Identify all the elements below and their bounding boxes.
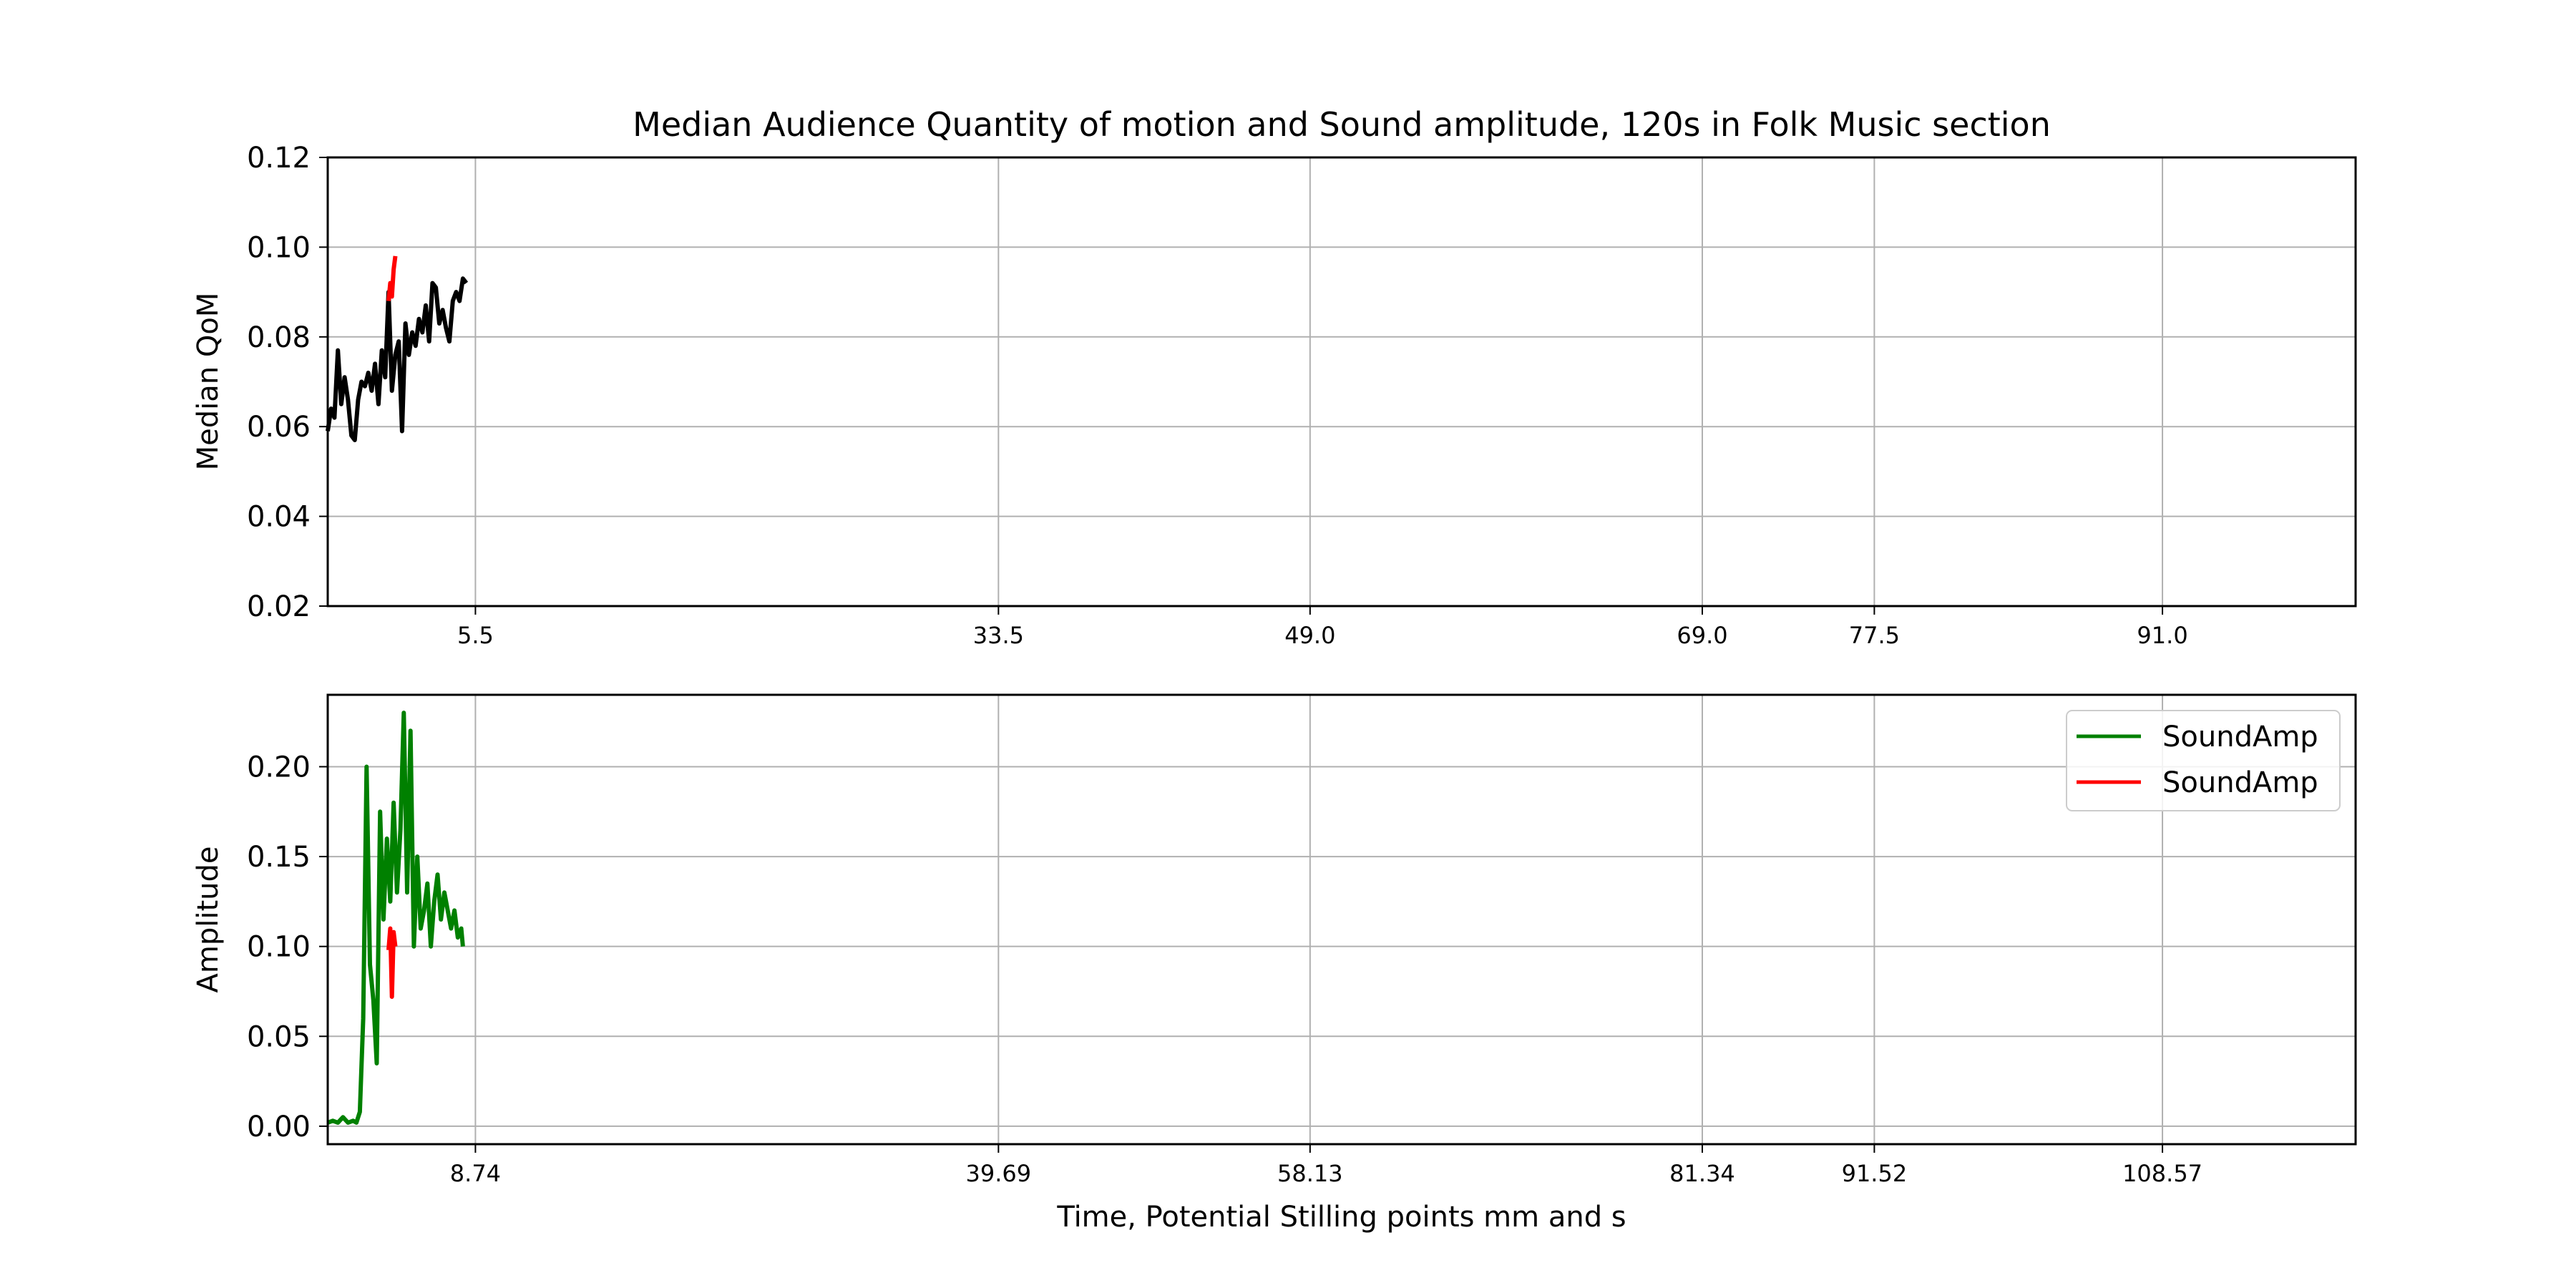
qom-y-tick-label: 0.12 (247, 142, 311, 175)
qom-x-tick-label: 5.5 (457, 622, 494, 649)
qom-axes-frame (326, 156, 2357, 608)
chart-title: Median Audience Quantity of motion and S… (633, 105, 2051, 144)
qom-panel: 0.12 0.10 0.08 0.06 0.04 0.02 5.5 33.5 49.0 69.0… (192, 105, 2357, 649)
qom-y-ticks: 0.12 0.10 0.08 0.06 0.04 0.02 (247, 142, 328, 623)
amplitude-series-group (326, 711, 465, 1125)
amplitude-y-tick-label: 0.05 (247, 1020, 311, 1053)
amplitude-panel: 0.20 0.15 0.10 0.05 0.00 8.74 39.69 58.13 81.34… (192, 693, 2357, 1234)
qom-x-ticks: 5.5 33.5 49.0 69.0 77.5 91.0 (457, 606, 2188, 649)
qom-series-line-0 (326, 276, 469, 442)
qom-y-tick-label: 0.06 (247, 411, 311, 444)
qom-series-line-1 (386, 255, 398, 301)
legend-label-soundamp-red: SoundAmp (2162, 766, 2318, 799)
qom-x-tick-label: 33.5 (973, 622, 1024, 649)
amplitude-y-tick-label: 0.00 (247, 1111, 311, 1143)
amplitude-x-tick-label: 58.13 (1277, 1160, 1343, 1187)
amplitude-grid (328, 695, 2356, 1144)
amplitude-x-tick-label: 91.52 (1842, 1160, 1908, 1187)
amplitude-x-tick-label: 39.69 (966, 1160, 1032, 1187)
legend-label-soundamp-green: SoundAmp (2162, 721, 2318, 753)
qom-y-axis-label: Median QoM (192, 293, 225, 471)
amplitude-series-line-1 (386, 926, 398, 999)
qom-x-tick-label: 69.0 (1677, 622, 1727, 649)
amplitude-y-tick-label: 0.20 (247, 751, 311, 784)
qom-x-tick-label: 91.0 (2137, 622, 2187, 649)
qom-y-tick-label: 0.08 (247, 321, 311, 354)
legend: SoundAmp SoundAmp (2066, 710, 2341, 811)
amplitude-axes-frame (326, 693, 2357, 1146)
qom-y-tick-label: 0.02 (247, 590, 311, 623)
qom-series-group (326, 255, 469, 442)
amplitude-x-tick-label: 81.34 (1669, 1160, 1735, 1187)
qom-x-tick-label: 49.0 (1284, 622, 1335, 649)
amplitude-x-tick-label: 108.57 (2122, 1160, 2202, 1187)
amplitude-series-line-0 (326, 711, 465, 1125)
amplitude-y-tick-label: 0.10 (247, 931, 311, 964)
amplitude-y-ticks: 0.20 0.15 0.10 0.05 0.00 (247, 751, 328, 1143)
amplitude-y-tick-label: 0.15 (247, 841, 311, 874)
qom-y-tick-label: 0.04 (247, 501, 311, 534)
amplitude-x-ticks: 8.74 39.69 58.13 81.34 91.52 108.57 (450, 1144, 2202, 1187)
qom-x-tick-label: 77.5 (1849, 622, 1900, 649)
x-axis-label: Time, Potential Stilling points mm and s (1056, 1201, 1626, 1234)
qom-y-tick-label: 0.10 (247, 231, 311, 264)
amplitude-y-axis-label: Amplitude (192, 847, 225, 993)
amplitude-x-tick-label: 8.74 (450, 1160, 501, 1187)
